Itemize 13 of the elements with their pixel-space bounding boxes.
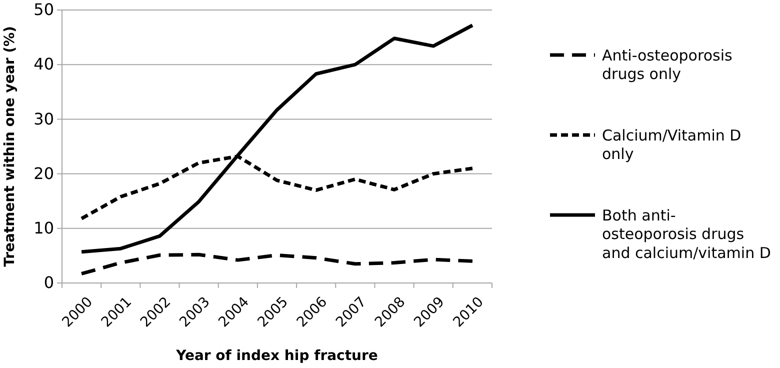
y-tick-label: 10 — [34, 218, 54, 238]
y-axis-title: Treatment within one year (%) — [2, 26, 18, 267]
legend-label: Calcium/Vitamin D only — [602, 126, 742, 163]
y-tick-label: 0 — [44, 273, 54, 292]
y-tick-label: 40 — [34, 54, 54, 74]
x-axis-title: Year of index hip fracture — [175, 348, 378, 364]
legend-label: Both anti-osteoporosis drugs and calcium/vitamin D — [602, 206, 771, 262]
y-tick-label: 20 — [34, 164, 54, 183]
legend-label: Anti-osteoporosis drugs only — [602, 46, 732, 83]
y-tick-label: 30 — [34, 109, 54, 128]
line-series — [80, 24, 474, 254]
line-series — [80, 252, 474, 276]
y-tick-label: 50 — [34, 0, 54, 20]
